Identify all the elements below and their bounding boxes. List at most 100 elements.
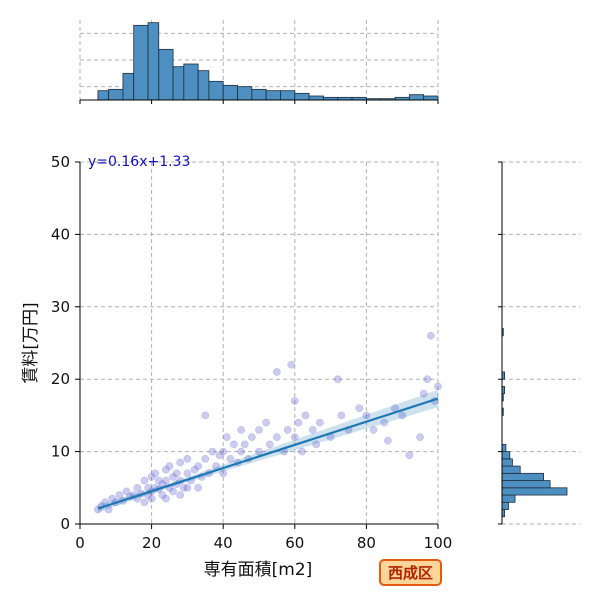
scatter-point-30 — [165, 462, 174, 470]
scatter-points — [94, 331, 442, 514]
scatter-point-19 — [147, 473, 156, 481]
scatter-point-65 — [273, 368, 281, 376]
scatter-point-40 — [190, 465, 199, 474]
regression-equation: y=0.16x+1.33 — [88, 154, 190, 170]
scatter-point-8 — [122, 487, 131, 496]
scatter-point-55 — [237, 447, 245, 456]
right-hist-bar-7 — [501, 458, 513, 467]
scatter-point-81 — [355, 404, 364, 413]
scatter-point-63 — [265, 440, 274, 449]
y-tick-label-5: 50 — [51, 153, 70, 171]
scatter-point-56 — [237, 426, 245, 434]
main-axes: 0 20 40 60 80 100 0 10 20 30 40 50 — [51, 153, 452, 552]
scatter-point-52 — [226, 454, 235, 463]
scatter-point-74 — [308, 426, 317, 434]
scatter-point-62 — [262, 418, 271, 427]
top-hist-bar-14 — [280, 90, 296, 101]
scatter-point-90 — [419, 389, 428, 398]
top-hist-bar-5 — [158, 48, 174, 101]
scatter-point-97 — [194, 483, 202, 492]
top-hist-bar-11 — [237, 86, 253, 101]
scatter-point-35 — [176, 458, 185, 467]
scatter-point-88 — [405, 451, 414, 460]
top-hist-bar-6 — [172, 66, 185, 101]
right-hist-bar-8 — [501, 451, 511, 460]
scatter-point-36 — [179, 483, 188, 492]
scatter-point-85 — [384, 436, 392, 445]
scatter-point-64 — [273, 433, 281, 441]
scatter-point-76 — [316, 418, 324, 427]
scatter-point-87 — [398, 411, 407, 420]
scatter-point-94 — [434, 382, 442, 391]
top-hist-bar-8 — [197, 70, 210, 101]
scatter-point-48 — [215, 451, 224, 460]
scatter-point-67 — [283, 426, 292, 434]
scatter-point-98 — [162, 494, 170, 503]
right-hist-bar-6 — [501, 465, 521, 474]
right-hist-bar-2 — [501, 494, 516, 503]
scatter-point-26 — [158, 491, 167, 499]
top-hist-bar-15 — [294, 92, 310, 101]
scatter-point-71 — [294, 418, 303, 427]
scatter-point-72 — [298, 447, 306, 456]
scatter-point-46 — [208, 447, 217, 456]
scatter-point-99 — [169, 487, 177, 496]
scatter-point-89 — [416, 433, 424, 441]
top-hist-bar-23 — [408, 94, 425, 101]
scatter-point-96 — [183, 483, 192, 492]
scatter-point-41 — [194, 462, 202, 470]
scatter-point-50 — [219, 447, 228, 456]
top-hist-bar-12 — [251, 88, 267, 101]
top-hist-bar-16 — [308, 95, 324, 101]
scatter-point-91 — [423, 375, 432, 384]
scatter-point-78 — [333, 375, 342, 384]
scatter-point-37 — [183, 469, 192, 478]
scatter-point-79 — [337, 411, 346, 420]
top-hist-bar-3 — [133, 24, 149, 101]
right-hist-bar-1 — [501, 501, 509, 510]
top-hist-bar-13 — [265, 90, 281, 101]
scatter-point-73 — [301, 411, 310, 420]
scatter-point-27 — [162, 476, 170, 485]
scatter-point-38 — [183, 454, 192, 463]
scatter-point-24 — [154, 476, 163, 485]
top-hist-bar-1 — [108, 88, 124, 101]
scatter-point-20 — [147, 494, 156, 503]
x-axis-label: 専有面積[m2] — [204, 560, 313, 580]
top-hist-bar-2 — [122, 72, 135, 101]
right-hist-bar-9 — [501, 443, 507, 452]
district-badge-label: 西成区 — [388, 564, 433, 582]
scatter-point-6 — [115, 491, 124, 499]
right-hist-bar-3 — [501, 487, 568, 496]
scatter-point-83 — [369, 426, 378, 434]
right-hist-bar-5 — [501, 472, 544, 481]
y-tick-label-4: 40 — [51, 225, 70, 243]
scatter-point-57 — [240, 440, 249, 449]
scatter-point-84 — [380, 418, 389, 427]
y-axis-label: 賃料[万円] — [21, 302, 41, 383]
scatter-point-51 — [222, 433, 231, 441]
top-hist-bar-10 — [222, 84, 238, 101]
top-histogram — [79, 20, 439, 104]
scatter-point-95 — [176, 491, 185, 499]
right-hist-bar-4 — [501, 480, 551, 489]
x-tick-label-2: 40 — [214, 534, 233, 552]
scatter-point-92 — [426, 331, 435, 340]
y-tick-label-0: 0 — [60, 515, 70, 533]
scatter-point-69 — [290, 397, 299, 405]
scatter-point-15 — [140, 476, 149, 485]
top-hist-bar-24 — [423, 95, 439, 101]
scatter-point-53 — [230, 440, 238, 449]
scatter-point-61 — [255, 426, 263, 434]
district-badge: 西成区 — [379, 559, 442, 586]
scatter-point-12 — [133, 483, 142, 492]
scatter-point-28 — [162, 465, 170, 474]
scatter-point-43 — [201, 454, 210, 463]
scatter-point-31 — [169, 473, 177, 481]
top-hist-bar-7 — [183, 63, 199, 101]
regression-line — [97, 397, 439, 510]
right-histogram — [498, 161, 580, 525]
scatter-point-68 — [287, 360, 296, 369]
